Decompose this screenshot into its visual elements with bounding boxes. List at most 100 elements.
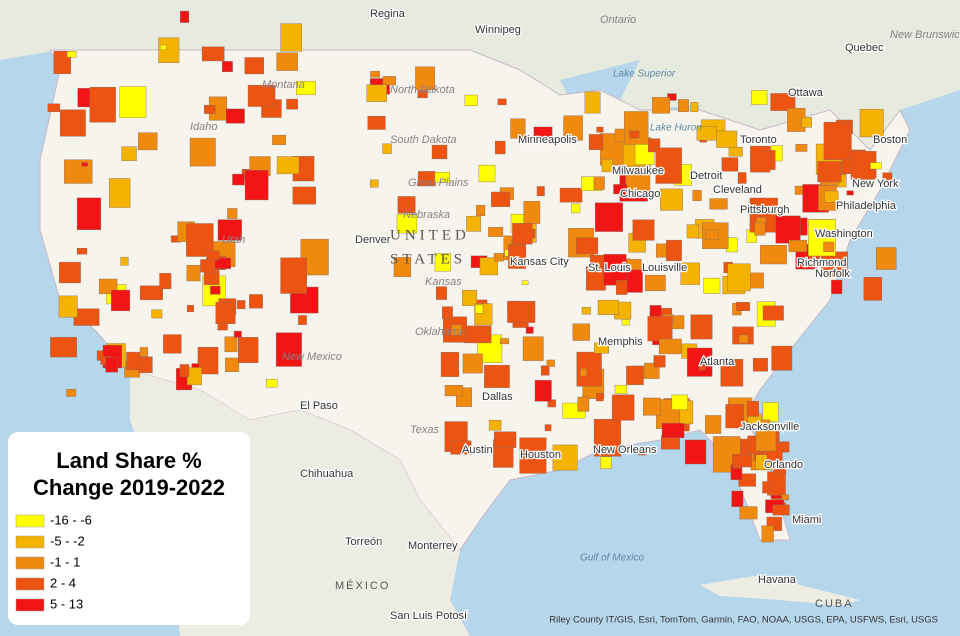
county: [479, 257, 498, 276]
county: [491, 191, 511, 207]
place-label: Boston: [873, 134, 907, 146]
county: [732, 454, 752, 468]
county: [151, 309, 163, 319]
county: [276, 52, 298, 71]
place-label: New Brunswick: [890, 29, 960, 41]
county: [577, 396, 590, 412]
county: [139, 347, 148, 357]
county: [179, 364, 190, 377]
county: [493, 431, 517, 448]
county: [206, 250, 220, 261]
county: [629, 130, 640, 139]
county: [109, 178, 131, 208]
county: [594, 202, 623, 232]
county: [139, 285, 163, 301]
county: [648, 138, 661, 153]
county: [690, 314, 713, 340]
county: [521, 280, 529, 285]
attribution: Riley County IT/GIS, Esri, TomTom, Garmi…: [549, 615, 938, 626]
county: [762, 305, 784, 321]
place-label: New Mexico: [282, 351, 342, 363]
county: [431, 144, 448, 160]
county: [680, 262, 700, 285]
place-label: Detroit: [690, 170, 722, 182]
legend-label: -1 - 1: [50, 554, 80, 569]
place-label: New York: [852, 178, 899, 190]
county: [603, 254, 627, 286]
county: [534, 380, 552, 402]
county: [596, 392, 604, 402]
legend-label: -5 - -2: [50, 533, 85, 548]
county: [197, 347, 219, 375]
county: [186, 265, 201, 282]
county: [232, 173, 245, 186]
county: [50, 337, 77, 358]
county: [823, 241, 835, 252]
county: [727, 263, 751, 292]
place-label: Kansas City: [510, 256, 569, 268]
county: [466, 215, 482, 232]
county: [559, 187, 583, 203]
county: [552, 444, 578, 471]
county: [266, 379, 278, 388]
place-label: Lake Huron: [650, 123, 702, 134]
county: [497, 98, 507, 106]
county: [705, 229, 719, 240]
county: [440, 352, 460, 377]
county: [382, 76, 396, 86]
county: [495, 140, 506, 155]
county: [600, 456, 612, 469]
place-label: Texas: [410, 424, 439, 436]
county: [367, 115, 386, 130]
county: [272, 134, 286, 145]
place-label: Pittsburgh: [740, 204, 790, 216]
county: [801, 117, 812, 128]
county: [655, 147, 682, 184]
county: [464, 94, 478, 107]
county: [370, 70, 380, 78]
place-label: Miami: [792, 514, 821, 526]
place-label: Norfolk: [815, 268, 850, 280]
county: [736, 302, 750, 311]
place-label: Regina: [370, 8, 406, 20]
place-label: San Luis Potosí: [390, 610, 467, 622]
county: [225, 357, 240, 372]
place-label: CUBA: [815, 598, 854, 610]
place-label: Oklahoma: [415, 326, 465, 338]
place-label: Milwaukee: [612, 165, 664, 177]
place-labels: Regina Winnipeg Ontario Quebec New Bruns…: [190, 7, 960, 624]
county: [678, 99, 689, 112]
place-label: Chicago: [620, 188, 660, 200]
county: [660, 188, 683, 211]
county: [478, 164, 496, 183]
county: [47, 103, 61, 113]
place-label: Gulf of Mexico: [580, 553, 644, 564]
county: [519, 437, 547, 474]
county: [225, 108, 245, 124]
legend-swatch: [15, 598, 45, 612]
county: [186, 305, 194, 312]
place-label: Toronto: [740, 134, 777, 146]
county: [221, 61, 233, 72]
county: [687, 347, 713, 377]
county: [382, 143, 392, 154]
county: [249, 294, 263, 309]
county: [690, 102, 699, 113]
county: [754, 222, 766, 236]
county: [64, 159, 93, 184]
legend-swatch: [15, 577, 45, 591]
county: [624, 111, 649, 145]
place-label: North Dakota: [390, 84, 455, 96]
county: [705, 415, 722, 434]
county: [626, 365, 644, 386]
county: [616, 280, 628, 295]
county: [770, 93, 796, 111]
county: [500, 338, 509, 345]
county: [508, 244, 527, 269]
county: [593, 419, 622, 457]
place-label: Minneapolis: [518, 134, 577, 146]
place-label: Montana: [262, 79, 305, 91]
county: [771, 345, 793, 371]
county: [236, 300, 246, 310]
county: [105, 357, 118, 373]
